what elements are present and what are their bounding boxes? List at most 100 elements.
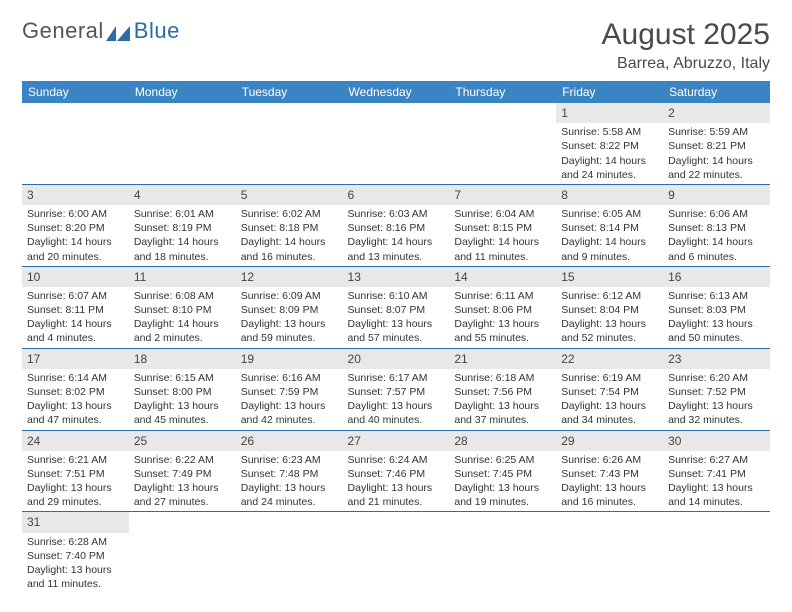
day-number: 12 [236, 267, 343, 287]
day-number: 10 [22, 267, 129, 287]
sunset-text: Sunset: 8:09 PM [241, 303, 338, 317]
day-number: 1 [556, 103, 663, 123]
sunrise-text: Sunrise: 6:23 AM [241, 453, 338, 467]
daylight-text: Daylight: 14 hours [668, 154, 765, 168]
daylight-text: and 27 minutes. [134, 495, 231, 509]
daylight-text: and 9 minutes. [561, 250, 658, 264]
day-of-week-header: Tuesday [236, 81, 343, 103]
calendar-cell: 5Sunrise: 6:02 AMSunset: 8:18 PMDaylight… [236, 184, 343, 266]
day-number: 5 [236, 185, 343, 205]
daylight-text: and 14 minutes. [668, 495, 765, 509]
sunset-text: Sunset: 8:07 PM [348, 303, 445, 317]
calendar-cell: 21Sunrise: 6:18 AMSunset: 7:56 PMDayligh… [449, 348, 556, 430]
sunset-text: Sunset: 7:48 PM [241, 467, 338, 481]
daylight-text: and 59 minutes. [241, 331, 338, 345]
calendar-week-row: 3Sunrise: 6:00 AMSunset: 8:20 PMDaylight… [22, 184, 770, 266]
daylight-text: Daylight: 13 hours [561, 481, 658, 495]
sunrise-text: Sunrise: 6:03 AM [348, 207, 445, 221]
calendar-cell: 27Sunrise: 6:24 AMSunset: 7:46 PMDayligh… [343, 430, 450, 512]
day-number: 30 [663, 431, 770, 451]
daylight-text: and 29 minutes. [27, 495, 124, 509]
sunset-text: Sunset: 8:18 PM [241, 221, 338, 235]
daylight-text: and 32 minutes. [668, 413, 765, 427]
daylight-text: Daylight: 14 hours [27, 235, 124, 249]
sunrise-text: Sunrise: 6:15 AM [134, 371, 231, 385]
calendar-cell: 4Sunrise: 6:01 AMSunset: 8:19 PMDaylight… [129, 184, 236, 266]
calendar-cell: 15Sunrise: 6:12 AMSunset: 8:04 PMDayligh… [556, 266, 663, 348]
day-number: 20 [343, 349, 450, 369]
sunrise-text: Sunrise: 6:20 AM [668, 371, 765, 385]
calendar-cell: 14Sunrise: 6:11 AMSunset: 8:06 PMDayligh… [449, 266, 556, 348]
daylight-text: and 11 minutes. [454, 250, 551, 264]
day-body: Sunrise: 6:18 AMSunset: 7:56 PMDaylight:… [449, 369, 556, 430]
day-number: 4 [129, 185, 236, 205]
day-number: 6 [343, 185, 450, 205]
sunrise-text: Sunrise: 6:14 AM [27, 371, 124, 385]
day-body: Sunrise: 6:01 AMSunset: 8:19 PMDaylight:… [129, 205, 236, 266]
sunrise-text: Sunrise: 6:00 AM [27, 207, 124, 221]
day-number: 17 [22, 349, 129, 369]
sunrise-text: Sunrise: 5:58 AM [561, 125, 658, 139]
daylight-text: and 55 minutes. [454, 331, 551, 345]
daylight-text: and 42 minutes. [241, 413, 338, 427]
day-body: Sunrise: 6:02 AMSunset: 8:18 PMDaylight:… [236, 205, 343, 266]
calendar-cell: 17Sunrise: 6:14 AMSunset: 8:02 PMDayligh… [22, 348, 129, 430]
sunset-text: Sunset: 8:00 PM [134, 385, 231, 399]
day-body: Sunrise: 6:20 AMSunset: 7:52 PMDaylight:… [663, 369, 770, 430]
daylight-text: Daylight: 14 hours [668, 235, 765, 249]
sunrise-text: Sunrise: 6:21 AM [27, 453, 124, 467]
calendar-cell [22, 103, 129, 184]
daylight-text: Daylight: 13 hours [561, 399, 658, 413]
daylight-text: Daylight: 13 hours [668, 399, 765, 413]
calendar-cell: 12Sunrise: 6:09 AMSunset: 8:09 PMDayligh… [236, 266, 343, 348]
day-body: Sunrise: 6:17 AMSunset: 7:57 PMDaylight:… [343, 369, 450, 430]
day-number: 23 [663, 349, 770, 369]
daylight-text: Daylight: 13 hours [241, 317, 338, 331]
day-body: Sunrise: 6:08 AMSunset: 8:10 PMDaylight:… [129, 287, 236, 348]
daylight-text: and 24 minutes. [241, 495, 338, 509]
sunrise-text: Sunrise: 6:25 AM [454, 453, 551, 467]
daylight-text: and 19 minutes. [454, 495, 551, 509]
calendar-page: General Blue August 2025 Barrea, Abruzzo… [0, 0, 792, 612]
daylight-text: and 16 minutes. [561, 495, 658, 509]
daylight-text: Daylight: 14 hours [561, 154, 658, 168]
day-body: Sunrise: 6:06 AMSunset: 8:13 PMDaylight:… [663, 205, 770, 266]
day-body: Sunrise: 5:59 AMSunset: 8:21 PMDaylight:… [663, 123, 770, 184]
day-body: Sunrise: 6:28 AMSunset: 7:40 PMDaylight:… [22, 533, 129, 594]
daylight-text: Daylight: 14 hours [27, 317, 124, 331]
calendar-week-row: 31Sunrise: 6:28 AMSunset: 7:40 PMDayligh… [22, 512, 770, 593]
day-number: 24 [22, 431, 129, 451]
day-of-week-header: Monday [129, 81, 236, 103]
calendar-cell: 6Sunrise: 6:03 AMSunset: 8:16 PMDaylight… [343, 184, 450, 266]
sunset-text: Sunset: 7:57 PM [348, 385, 445, 399]
daylight-text: Daylight: 13 hours [241, 481, 338, 495]
daylight-text: and 57 minutes. [348, 331, 445, 345]
month-title: August 2025 [602, 18, 770, 51]
day-number: 22 [556, 349, 663, 369]
sunrise-text: Sunrise: 6:06 AM [668, 207, 765, 221]
day-number: 8 [556, 185, 663, 205]
calendar-cell [449, 512, 556, 593]
calendar-cell [343, 103, 450, 184]
day-body: Sunrise: 6:09 AMSunset: 8:09 PMDaylight:… [236, 287, 343, 348]
daylight-text: Daylight: 14 hours [134, 235, 231, 249]
sunset-text: Sunset: 8:16 PM [348, 221, 445, 235]
calendar-cell: 13Sunrise: 6:10 AMSunset: 8:07 PMDayligh… [343, 266, 450, 348]
daylight-text: and 20 minutes. [27, 250, 124, 264]
calendar-week-row: 17Sunrise: 6:14 AMSunset: 8:02 PMDayligh… [22, 348, 770, 430]
sunset-text: Sunset: 8:20 PM [27, 221, 124, 235]
daylight-text: and 24 minutes. [561, 168, 658, 182]
daylight-text: Daylight: 13 hours [668, 481, 765, 495]
calendar-cell: 10Sunrise: 6:07 AMSunset: 8:11 PMDayligh… [22, 266, 129, 348]
day-of-week-header: Thursday [449, 81, 556, 103]
sunrise-text: Sunrise: 6:04 AM [454, 207, 551, 221]
calendar-cell: 3Sunrise: 6:00 AMSunset: 8:20 PMDaylight… [22, 184, 129, 266]
day-of-week-header: Saturday [663, 81, 770, 103]
daylight-text: and 11 minutes. [27, 577, 124, 591]
sunrise-text: Sunrise: 6:08 AM [134, 289, 231, 303]
day-number: 25 [129, 431, 236, 451]
daylight-text: and 37 minutes. [454, 413, 551, 427]
day-number: 19 [236, 349, 343, 369]
sunrise-text: Sunrise: 6:16 AM [241, 371, 338, 385]
sunset-text: Sunset: 8:22 PM [561, 139, 658, 153]
